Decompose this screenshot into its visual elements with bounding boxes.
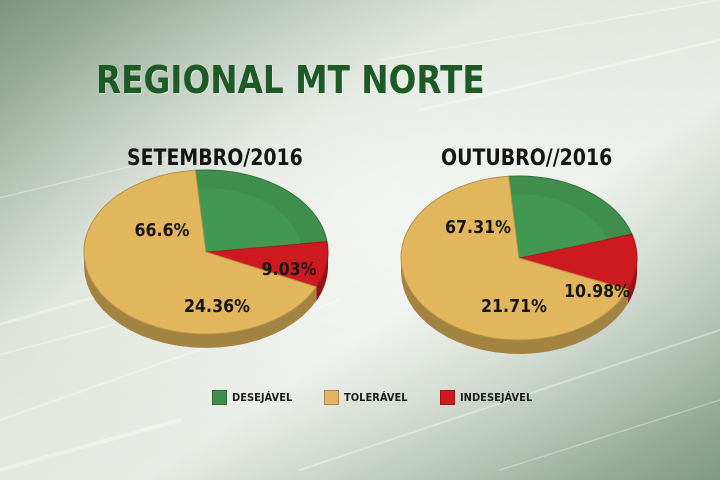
legend-swatch bbox=[212, 390, 227, 405]
data-label-toleravel: 66.6% bbox=[135, 219, 190, 240]
chart-title-outubro: OUTUBRO//2016 bbox=[441, 146, 613, 171]
legend-item-desejavel: DESEJÁVEL bbox=[212, 390, 299, 405]
pie-slice-highlight bbox=[197, 188, 301, 252]
page-title: REGIONAL MT NORTE bbox=[96, 58, 485, 102]
legend-swatch bbox=[440, 390, 455, 405]
pie-slice-indesejavel bbox=[518, 233, 638, 291]
data-label-indesejavel: 10.98% bbox=[564, 280, 630, 301]
pie-side-toleravel bbox=[401, 258, 628, 354]
legend: DESEJÁVEL TOLERÁVEL INDESEJÁVEL bbox=[0, 390, 720, 410]
legend-item-indesejavel: INDESEJÁVEL bbox=[440, 390, 540, 405]
pie-slice-toleravel bbox=[400, 175, 629, 341]
legend-label: DESEJÁVEL bbox=[232, 391, 293, 404]
data-label-desejavel: 24.36% bbox=[184, 295, 250, 316]
pie-chart-1: 24.36% 66.6% 9.03% bbox=[83, 169, 329, 348]
legend-label: INDESEJÁVEL bbox=[460, 391, 533, 404]
pie-slice-desejavel bbox=[194, 169, 328, 253]
pie-slice-toleravel bbox=[83, 169, 318, 335]
data-label-desejavel: 21.71% bbox=[481, 295, 547, 316]
legend-label: TOLERÁVEL bbox=[344, 391, 408, 404]
pie-side-toleravel bbox=[84, 252, 317, 348]
chart-title-setembro: SETEMBRO/2016 bbox=[127, 146, 303, 171]
pie-slice-desejavel bbox=[508, 175, 633, 259]
legend-swatch bbox=[324, 390, 339, 405]
pie-chart-2: 21.71% 67.31% 10.98% bbox=[400, 175, 638, 354]
pie-side-indesejavel bbox=[316, 252, 328, 301]
data-label-indesejavel: 9.03% bbox=[262, 258, 317, 279]
legend-item-toleravel: TOLERÁVEL bbox=[324, 390, 415, 405]
data-label-toleravel: 67.31% bbox=[445, 216, 511, 237]
pie-slice-highlight bbox=[511, 194, 608, 258]
